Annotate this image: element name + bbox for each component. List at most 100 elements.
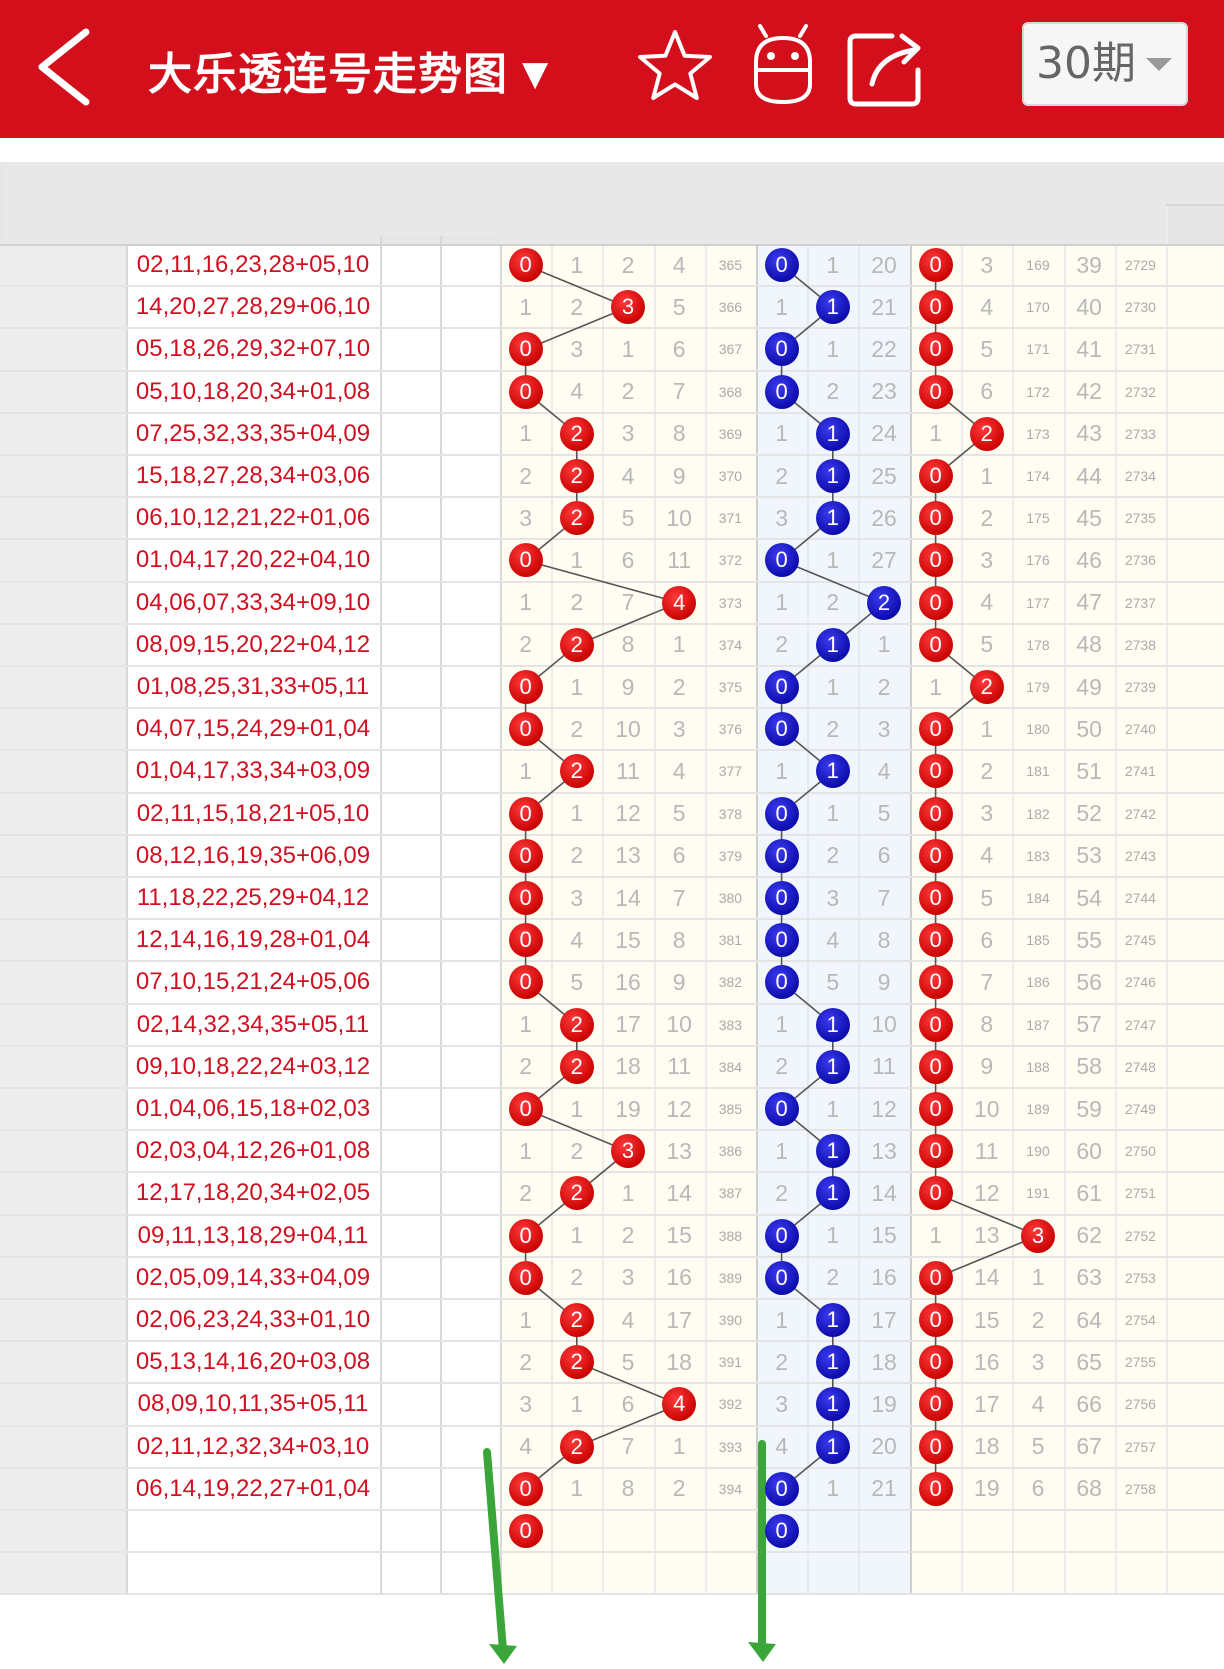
- g1-miss-value: 1: [672, 1433, 686, 1460]
- g2-hit-ball: 1: [815, 1134, 850, 1169]
- table-row-issue: [4, 371, 126, 413]
- g2-hit-ball: 0: [764, 712, 799, 747]
- g1-cell: 7: [602, 1426, 653, 1468]
- g3-cell: 2753: [1115, 1257, 1166, 1299]
- g1-cell: 12: [602, 793, 653, 835]
- g3-hit-ball: 0: [918, 1134, 953, 1169]
- g3-miss-value: 173: [1026, 425, 1050, 442]
- period-select[interactable]: 30期: [1022, 22, 1188, 106]
- g2-cell: 11: [858, 1046, 909, 1088]
- g1-miss-value: 16: [615, 968, 641, 995]
- back-numbers: +01,08: [296, 377, 371, 405]
- g2-cell: 0: [756, 793, 807, 835]
- table-row-numbers: 07,10,15,21,24 +05,06: [126, 961, 380, 1003]
- g3-miss-value: 180: [1026, 721, 1050, 738]
- table-row-sum: [380, 793, 440, 835]
- g2-cell: 23: [858, 371, 909, 413]
- g1-miss-value: 5: [621, 1348, 635, 1375]
- predict-g1-cell[interactable]: 0: [500, 1510, 551, 1552]
- robot-icon[interactable]: [738, 22, 828, 112]
- g3-cell: 2741: [1115, 750, 1166, 792]
- g1-miss-value: 11: [616, 757, 640, 784]
- back-numbers: +01,10: [296, 1306, 371, 1334]
- grid-vline: [500, 162, 502, 1595]
- g2-miss-value: 22: [871, 335, 897, 362]
- table-row-issue: [4, 1215, 126, 1257]
- g2-miss-value: 1: [775, 1306, 788, 1333]
- g3-miss-value: 2733: [1124, 425, 1156, 442]
- table-row-issue: [4, 539, 126, 581]
- g2-miss-value: 2: [775, 462, 788, 489]
- g2-cell: 2: [858, 666, 909, 708]
- g2-miss-value: 2: [826, 378, 840, 405]
- g2-cell: 1: [807, 1341, 858, 1383]
- predict-plus-label[interactable]: [4, 1552, 126, 1594]
- front-numbers: 08,09,15,20,22: [135, 630, 297, 658]
- g1-cell: 2: [654, 666, 705, 708]
- g1-cell: 8: [654, 919, 705, 961]
- title-dropdown-caret-icon[interactable]: ▼: [522, 54, 550, 94]
- g1-miss-value: 377: [718, 763, 743, 780]
- g3-miss-value: 62: [1076, 1222, 1102, 1249]
- g2-cell: 1: [807, 1004, 858, 1046]
- g3-cell: 45: [1064, 497, 1115, 539]
- g1-cell: 0: [500, 244, 551, 286]
- g2-cell: 0: [756, 1088, 807, 1130]
- g1-miss-value: 1: [519, 757, 532, 784]
- g3-cell: 0: [910, 919, 961, 961]
- g1-miss-value: 17: [666, 1306, 692, 1333]
- table-row-sum: [380, 328, 440, 370]
- table-row-numbers: 08,09,15,20,22 +04,12: [126, 624, 380, 666]
- g1-miss-value: 376: [718, 721, 743, 738]
- g1-cell: 4: [551, 919, 602, 961]
- g2-cell: 1: [807, 1426, 858, 1468]
- back-numbers: +01,06: [296, 504, 371, 532]
- g2-cell: 0: [756, 539, 807, 581]
- g1-hit-ball: 0: [508, 1092, 543, 1127]
- table-row-numbers: 02,14,32,34,35 +05,11: [126, 1004, 380, 1046]
- star-icon[interactable]: [630, 22, 720, 112]
- g3-cell: 0: [910, 371, 961, 413]
- g1-miss-value: 1: [621, 1179, 635, 1206]
- g3-cell: 180: [1012, 708, 1063, 750]
- g1-hit-ball: 0: [508, 712, 543, 747]
- g1-miss-value: 4: [672, 757, 686, 784]
- predict-g2-ball[interactable]: 0: [764, 1514, 799, 1549]
- share-icon[interactable]: [842, 22, 932, 112]
- g1-miss-value: 4: [570, 378, 584, 405]
- g1-cell: 2: [551, 1257, 602, 1299]
- g1-cell: 394: [705, 1468, 756, 1510]
- shrink-link[interactable]: [126, 1510, 380, 1552]
- table-row-issue: [4, 961, 126, 1003]
- g2-cell: 3: [807, 877, 858, 919]
- predict-g2-cell[interactable]: 0: [756, 1510, 807, 1552]
- g3-miss-value: 2: [980, 757, 994, 784]
- g3-cell: 1: [1012, 1257, 1063, 1299]
- g3-miss-value: 14: [973, 1264, 1000, 1291]
- g2-cell: 21: [858, 1468, 909, 1510]
- g3-miss-value: 39: [1076, 251, 1102, 278]
- g3-miss-value: 2750: [1124, 1143, 1156, 1160]
- g2-cell: 1: [756, 413, 807, 455]
- page-title[interactable]: 大乐透连号走势图 ▼: [148, 38, 549, 102]
- g3-cell: 0: [910, 708, 961, 750]
- g3-miss-value: 57: [1076, 1011, 1102, 1038]
- g3-cell: 184: [1012, 877, 1063, 919]
- g1-cell: 7: [654, 371, 705, 413]
- predict-g1-ball[interactable]: 0: [508, 1514, 543, 1549]
- g3-miss-value: 2741: [1124, 763, 1156, 780]
- g1-cell: 370: [705, 455, 756, 497]
- table-row-span: [440, 1299, 500, 1341]
- g3-miss-value: 2754: [1124, 1312, 1156, 1329]
- g3-miss-value: 17: [973, 1390, 1000, 1417]
- g3-miss-value: 189: [1026, 1101, 1050, 1118]
- table-row-issue: [4, 666, 126, 708]
- g2-miss-value: 17: [871, 1306, 897, 1333]
- back-arrow-icon[interactable]: [28, 24, 108, 110]
- g1-cell: 393: [705, 1426, 756, 1468]
- g2-miss-value: 1: [826, 251, 840, 278]
- grid-vline: [756, 162, 758, 1595]
- g3-miss-value: 177: [1026, 594, 1050, 611]
- table-row-numbers: 09,10,18,22,24 +03,12: [126, 1046, 380, 1088]
- g1-miss-value: 2: [570, 842, 584, 869]
